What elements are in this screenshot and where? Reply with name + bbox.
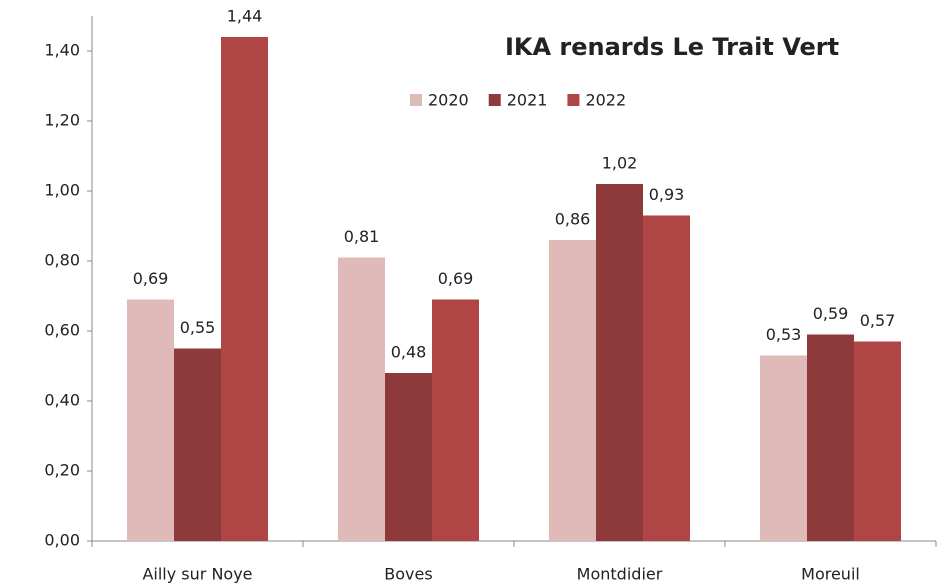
value-label: 1,44 xyxy=(227,7,263,26)
value-label: 0,86 xyxy=(555,210,591,229)
legend-swatch xyxy=(410,94,422,106)
value-label: 0,55 xyxy=(180,318,216,337)
bar xyxy=(596,184,643,541)
x-tick-label: Moreuil xyxy=(801,565,860,583)
chart-title: IKA renards Le Trait Vert xyxy=(505,33,839,61)
bar xyxy=(127,299,174,541)
value-label: 0,81 xyxy=(344,227,380,246)
value-label: 0,53 xyxy=(766,325,802,344)
legend-swatch xyxy=(488,94,501,106)
y-tick-label: 0,00 xyxy=(44,531,80,550)
value-label: 0,69 xyxy=(133,269,169,288)
x-tick-label: Ailly sur Noye xyxy=(142,565,252,583)
value-label: 0,93 xyxy=(649,185,685,204)
value-label: 0,48 xyxy=(391,343,427,362)
bar xyxy=(760,355,807,541)
bar xyxy=(643,215,690,541)
bar xyxy=(854,341,901,541)
y-tick-label: 1,40 xyxy=(44,41,80,60)
bar xyxy=(174,348,221,541)
legend-label: 2020 xyxy=(428,91,469,110)
bar xyxy=(807,334,854,541)
bar xyxy=(221,37,268,541)
bar xyxy=(432,299,479,541)
y-tick-label: 0,20 xyxy=(44,461,80,480)
legend-label: 2021 xyxy=(507,91,548,110)
value-label: 1,02 xyxy=(602,154,638,173)
x-tick-label: Boves xyxy=(384,565,432,583)
bar xyxy=(338,257,385,541)
y-tick-label: 0,40 xyxy=(44,391,80,410)
value-label: 0,69 xyxy=(438,269,474,288)
bar xyxy=(549,240,596,541)
y-tick-label: 1,00 xyxy=(44,181,80,200)
y-tick-label: 0,80 xyxy=(44,251,80,270)
bar xyxy=(385,373,432,541)
value-label: 0,57 xyxy=(860,311,896,330)
value-label: 0,59 xyxy=(813,304,849,323)
y-tick-label: 0,60 xyxy=(44,321,80,340)
legend-label: 2022 xyxy=(585,91,626,110)
legend-swatch xyxy=(567,94,580,106)
y-tick-label: 1,20 xyxy=(44,111,80,130)
x-tick-label: Montdidier xyxy=(577,565,663,583)
